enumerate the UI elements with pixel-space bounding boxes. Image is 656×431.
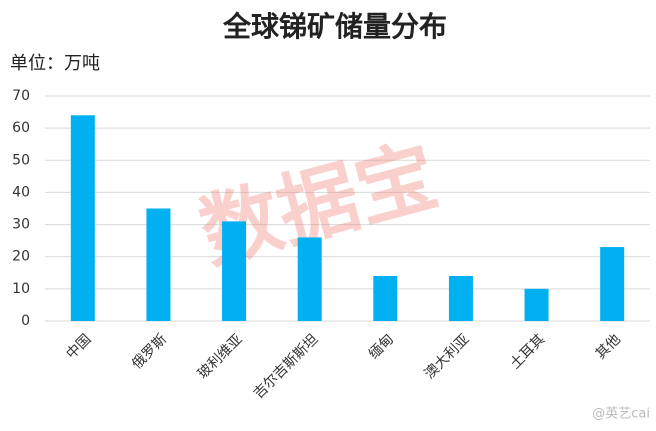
bar	[146, 208, 171, 321]
bar	[524, 288, 549, 321]
bar	[222, 221, 247, 321]
bar	[297, 237, 322, 321]
bar	[70, 115, 95, 322]
y-tick-label: 40	[12, 184, 30, 200]
bar	[600, 247, 625, 321]
credit: @英艺cai	[592, 407, 650, 422]
bar	[373, 276, 398, 321]
x-tick-label: 中国	[63, 331, 94, 362]
y-tick-label: 70	[12, 88, 30, 104]
unit-label: 单位：万吨	[10, 53, 100, 74]
x-tick-label: 俄罗斯	[129, 331, 170, 372]
x-tick-label: 其他	[593, 331, 624, 362]
x-tick-label: 澳大利亚	[422, 331, 473, 382]
chart-title: 全球锑矿储量分布	[222, 10, 447, 43]
y-tick-label: 30	[12, 217, 30, 233]
x-tick-label: 吉尔吉斯斯坦	[251, 331, 322, 402]
y-tick-label: 0	[21, 313, 30, 329]
y-tick-label: 50	[12, 152, 30, 168]
x-tick-label: 土耳其	[507, 331, 548, 372]
bar	[448, 276, 473, 321]
x-tick-label: 玻利维亚	[195, 331, 246, 382]
y-tick-label: 20	[12, 249, 30, 265]
y-tick-label: 60	[12, 120, 30, 136]
x-tick-label: 缅甸	[366, 331, 397, 362]
y-tick-label: 10	[12, 281, 30, 297]
